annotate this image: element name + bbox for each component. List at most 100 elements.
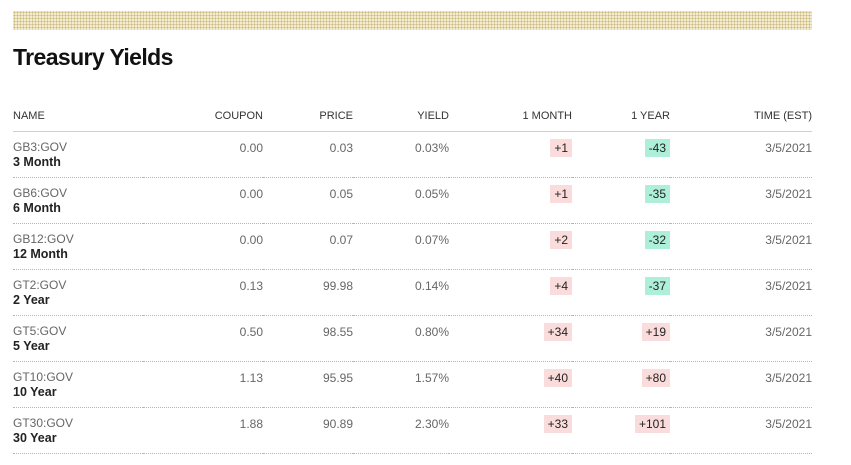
yield-value: 2.30%	[414, 417, 449, 431]
one-month-cell: +2	[449, 223, 572, 270]
price-cell: 0.07	[263, 223, 353, 270]
ticker-link[interactable]: GB3:GOV	[13, 140, 68, 154]
price-cell: 0.05	[263, 177, 353, 224]
one-year-change-badge: -35	[644, 185, 670, 203]
column-header-time[interactable]: TIME (EST)	[670, 100, 812, 132]
coupon-value: 0.00	[239, 233, 263, 247]
time-value: 3/5/2021	[765, 325, 812, 339]
security-description: 30 Year	[13, 431, 57, 445]
one-month-change-badge: +33	[543, 415, 572, 433]
table-row[interactable]: GT30:GOV 30 Year 1.88 90.89 2.30% +33 +101 3/5/…	[13, 407, 812, 454]
time-cell: 3/5/2021	[670, 223, 812, 270]
time-value: 3/5/2021	[765, 417, 812, 431]
column-header-coupon[interactable]: COUPON	[143, 100, 263, 132]
ticker-link[interactable]: GT10:GOV	[13, 370, 74, 384]
time-value: 3/5/2021	[765, 233, 812, 247]
coupon-cell: 1.88	[143, 407, 263, 454]
one-month-change-badge: +1	[550, 185, 572, 203]
price-value: 0.03	[329, 141, 353, 155]
one-year-cell: -43	[572, 131, 670, 178]
time-cell: 3/5/2021	[670, 131, 812, 178]
price-value: 90.89	[322, 417, 353, 431]
table-row[interactable]: GB3:GOV 3 Month 0.00 0.03 0.03% +1 -43 3/5/2021	[13, 131, 812, 178]
yield-cell: 0.05%	[353, 177, 449, 224]
coupon-value: 0.50	[239, 325, 263, 339]
yield-cell: 0.80%	[353, 315, 449, 362]
table-row[interactable]: GB12:GOV 12 Month 0.00 0.07 0.07% +2 -32 3/5/20…	[13, 223, 812, 270]
name-cell: GB6:GOV 6 Month	[13, 177, 143, 224]
ticker-link[interactable]: GB12:GOV	[13, 232, 74, 246]
price-value: 99.98	[322, 279, 353, 293]
coupon-cell: 0.50	[143, 315, 263, 362]
yield-cell: 1.57%	[353, 361, 449, 408]
yield-cell: 0.03%	[353, 131, 449, 178]
table-row[interactable]: GT2:GOV 2 Year 0.13 99.98 0.14% +4 -37 3/5/2021	[13, 269, 812, 316]
one-month-cell: +34	[449, 315, 572, 362]
coupon-cell: 0.00	[143, 177, 263, 224]
coupon-value: 0.00	[239, 141, 263, 155]
page-title: Treasury Yields	[13, 44, 173, 70]
one-month-cell: +1	[449, 177, 572, 224]
table-body: GB3:GOV 3 Month 0.00 0.03 0.03% +1 -43 3/5/2021…	[13, 131, 812, 454]
ticker-link[interactable]: GB6:GOV	[13, 186, 68, 200]
coupon-cell: 0.00	[143, 131, 263, 178]
one-month-cell: +40	[449, 361, 572, 408]
security-description: 10 Year	[13, 385, 57, 399]
time-cell: 3/5/2021	[670, 315, 812, 362]
coupon-value: 1.13	[239, 371, 263, 385]
table-row[interactable]: GB6:GOV 6 Month 0.00 0.05 0.05% +1 -35 3/5/2021	[13, 177, 812, 224]
security-description: 6 Month	[13, 201, 61, 215]
coupon-cell: 0.00	[143, 223, 263, 270]
security-description: 12 Month	[13, 247, 68, 261]
one-month-change-badge: +1	[550, 139, 572, 157]
yield-value: 0.03%	[414, 141, 449, 155]
price-cell: 0.03	[263, 131, 353, 178]
price-value: 0.05	[329, 187, 353, 201]
coupon-value: 0.13	[239, 279, 263, 293]
column-header-1-year[interactable]: 1 YEAR	[572, 100, 670, 132]
coupon-value: 1.88	[239, 417, 263, 431]
time-value: 3/5/2021	[765, 279, 812, 293]
price-cell: 90.89	[263, 407, 353, 454]
one-year-change-badge: -32	[644, 231, 670, 249]
one-month-change-badge: +4	[550, 277, 572, 295]
decorative-header-band	[13, 11, 812, 30]
one-month-cell: +33	[449, 407, 572, 454]
name-cell: GB12:GOV 12 Month	[13, 223, 143, 270]
yield-cell: 0.14%	[353, 269, 449, 316]
one-year-change-badge: -43	[644, 139, 670, 157]
yield-value: 0.07%	[414, 233, 449, 247]
column-header-price[interactable]: PRICE	[263, 100, 353, 132]
one-year-change-badge: +101	[634, 415, 670, 433]
one-year-cell: -37	[572, 269, 670, 316]
one-month-change-badge: +34	[543, 323, 572, 341]
ticker-link[interactable]: GT2:GOV	[13, 278, 67, 292]
name-cell: GT5:GOV 5 Year	[13, 315, 143, 362]
column-header-name[interactable]: NAME	[13, 100, 143, 132]
one-year-change-badge: +19	[641, 323, 670, 341]
column-header-yield[interactable]: YIELD	[353, 100, 449, 132]
yield-value: 1.57%	[414, 371, 449, 385]
yield-value: 0.05%	[414, 187, 449, 201]
price-value: 0.07	[329, 233, 353, 247]
price-cell: 95.95	[263, 361, 353, 408]
one-year-cell: -35	[572, 177, 670, 224]
name-cell: GT10:GOV 10 Year	[13, 361, 143, 408]
ticker-link[interactable]: GT30:GOV	[13, 416, 74, 430]
table-row[interactable]: GT5:GOV 5 Year 0.50 98.55 0.80% +34 +19 3/5/202…	[13, 315, 812, 362]
price-cell: 98.55	[263, 315, 353, 362]
ticker-link[interactable]: GT5:GOV	[13, 324, 67, 338]
coupon-cell: 1.13	[143, 361, 263, 408]
name-cell: GT30:GOV 30 Year	[13, 407, 143, 454]
time-cell: 3/5/2021	[670, 361, 812, 408]
table-header-row: NAME COUPON PRICE YIELD 1 MONTH 1 YEAR T…	[13, 100, 812, 132]
coupon-value: 0.00	[239, 187, 263, 201]
yield-cell: 0.07%	[353, 223, 449, 270]
table-row[interactable]: GT10:GOV 10 Year 1.13 95.95 1.57% +40 +80 3/5/2…	[13, 361, 812, 408]
column-header-1-month[interactable]: 1 MONTH	[449, 100, 572, 132]
coupon-cell: 0.13	[143, 269, 263, 316]
price-value: 95.95	[322, 371, 353, 385]
one-year-cell: +80	[572, 361, 670, 408]
price-cell: 99.98	[263, 269, 353, 316]
time-cell: 3/5/2021	[670, 407, 812, 454]
